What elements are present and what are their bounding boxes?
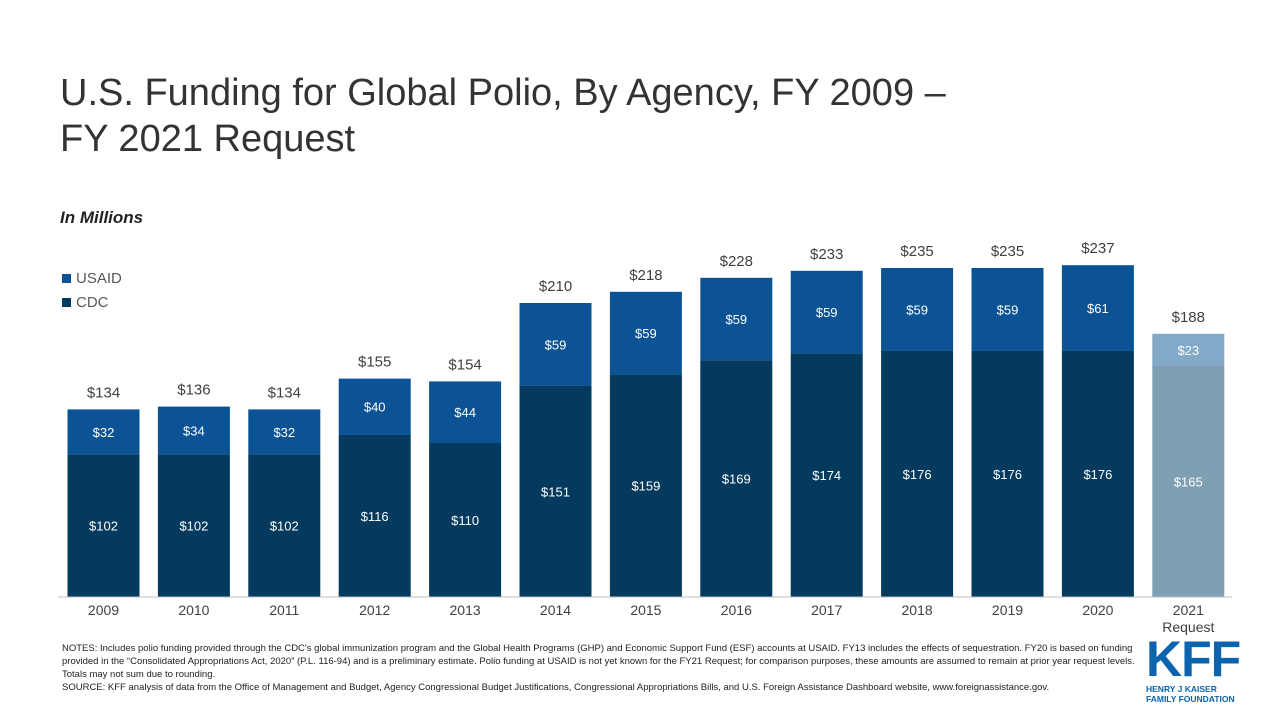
bar-cdc-2019 — [971, 350, 1044, 597]
label-usaid-2017: $59 — [816, 305, 838, 320]
label-total-2012: $155 — [358, 354, 391, 371]
bar-cdc-2010 — [157, 454, 230, 597]
bar-cdc-2017 — [790, 353, 863, 597]
bar-usaid-2018 — [881, 268, 954, 351]
footnotes: NOTES: Includes polio funding provided t… — [62, 642, 1142, 694]
tick-label-2011: 2011 — [269, 602, 299, 618]
label-total-2020: $237 — [1081, 240, 1114, 257]
bar-usaid-2012 — [338, 378, 411, 435]
bar-cdc-2013 — [429, 443, 502, 597]
logo-line2: FAMILY FOUNDATION — [1146, 694, 1235, 704]
bar-usaid-2021 — [1152, 333, 1225, 366]
label-usaid-2021: $23 — [1177, 343, 1199, 358]
tick-label-2015: 2015 — [630, 602, 661, 618]
tick-label-2010: 2010 — [178, 602, 209, 618]
label-total-2011: $134 — [268, 384, 301, 401]
label-cdc-2019: $176 — [993, 467, 1022, 482]
label-cdc-2021: $165 — [1174, 475, 1203, 490]
label-usaid-2019: $59 — [997, 302, 1019, 317]
label-total-2016: $228 — [720, 253, 753, 270]
legend-item-usaid: USAID — [62, 266, 122, 290]
label-usaid-2018: $59 — [906, 302, 928, 317]
label-usaid-2010: $34 — [183, 423, 205, 438]
legend-swatch-usaid — [62, 273, 71, 283]
bar-usaid-2009 — [67, 409, 140, 455]
chart-title-line1: U.S. Funding for Global Polio, By Agency… — [60, 72, 946, 114]
bar-usaid-2015 — [609, 291, 682, 375]
legend-label-cdc: CDC — [76, 293, 109, 311]
bar-usaid-2011 — [248, 409, 321, 455]
label-total-2015: $218 — [629, 267, 662, 284]
label-total-2021: $188 — [1172, 309, 1205, 326]
bar-usaid-2017 — [790, 270, 863, 354]
chart-title-line2: FY 2021 Request — [60, 118, 356, 160]
tick-label-2020: 2020 — [1082, 602, 1113, 618]
bar-cdc-2011 — [248, 454, 321, 597]
logo-line1: HENRY J KAISER — [1146, 684, 1217, 694]
bar-usaid-2020 — [1061, 265, 1134, 351]
bar-cdc-2021 — [1152, 366, 1225, 597]
tick-label-2012: 2012 — [359, 602, 390, 618]
label-cdc-2012: $116 — [361, 509, 389, 524]
label-usaid-2012: $40 — [364, 400, 386, 415]
label-cdc-2020: $176 — [1083, 467, 1112, 482]
legend-label-usaid: USAID — [76, 269, 122, 287]
label-usaid-2014: $59 — [545, 337, 567, 352]
stacked-bar-chart: $102 $32 $134 2009 $102 $34 $136 2010 $102 $32 $13… — [58, 240, 1232, 635]
bar-usaid-2014 — [519, 303, 592, 386]
bar-usaid-2019 — [971, 268, 1044, 351]
legend-item-cdc: CDC — [62, 290, 122, 314]
label-total-2018: $235 — [900, 243, 933, 260]
bar-cdc-2012 — [338, 434, 411, 597]
label-cdc-2010: $102 — [179, 519, 208, 534]
tick-label-2013: 2013 — [450, 602, 481, 618]
label-cdc-2009: $102 — [89, 519, 118, 534]
tick-label-2014: 2014 — [540, 602, 571, 618]
label-total-2013: $154 — [448, 356, 481, 373]
label-cdc-2015: $159 — [631, 479, 660, 494]
label-total-2019: $235 — [991, 243, 1024, 260]
tick-sublabel-request: Request — [1162, 619, 1214, 635]
label-total-2010: $136 — [177, 382, 210, 399]
label-cdc-2011: $102 — [270, 519, 299, 534]
bar-usaid-2010 — [157, 406, 230, 455]
label-cdc-2018: $176 — [903, 467, 932, 482]
bar-cdc-2015 — [609, 374, 682, 597]
unit-label: In Millions — [60, 208, 144, 227]
bar-cdc-2020 — [1061, 350, 1134, 597]
label-usaid-2013: $44 — [454, 405, 476, 420]
bar-cdc-2018 — [881, 350, 954, 597]
bar-cdc-2014 — [519, 385, 592, 597]
label-total-2009: $134 — [87, 384, 120, 401]
chart-title: U.S. Funding for Global Polio, By Agency… — [60, 70, 1160, 162]
label-cdc-2016: $169 — [722, 472, 751, 487]
label-cdc-2014: $151 — [541, 484, 570, 499]
tick-label-2019: 2019 — [992, 602, 1023, 618]
label-total-2017: $233 — [810, 246, 843, 263]
notes-text: NOTES: Includes polio funding provided t… — [62, 643, 1135, 680]
tick-label-2009: 2009 — [88, 602, 119, 618]
label-usaid-2011: $32 — [273, 425, 295, 440]
tick-label-2016: 2016 — [721, 602, 752, 618]
label-cdc-2013: $110 — [451, 513, 479, 528]
label-usaid-2009: $32 — [93, 425, 115, 440]
bar-usaid-2013 — [429, 381, 502, 443]
source-text: SOURCE: KFF analysis of data from the Of… — [62, 682, 1050, 693]
label-usaid-2016: $59 — [725, 312, 747, 327]
tick-label-2017: 2017 — [811, 602, 842, 618]
label-cdc-2017: $174 — [812, 468, 841, 483]
legend: USAID CDC — [62, 266, 122, 314]
bar-cdc-2016 — [700, 360, 773, 597]
tick-label-2021: 2021 — [1173, 602, 1204, 618]
bar-cdc-2009 — [67, 454, 140, 597]
label-usaid-2020: $61 — [1087, 301, 1109, 316]
label-total-2014: $210 — [539, 278, 572, 295]
logo-mark: KFF — [1146, 631, 1241, 687]
bar-usaid-2016 — [700, 277, 773, 361]
legend-swatch-cdc — [62, 297, 71, 307]
label-usaid-2015: $59 — [635, 326, 657, 341]
tick-label-2018: 2018 — [902, 602, 933, 618]
kff-logo: KFF HENRY J KAISER FAMILY FOUNDATION — [1146, 634, 1246, 704]
